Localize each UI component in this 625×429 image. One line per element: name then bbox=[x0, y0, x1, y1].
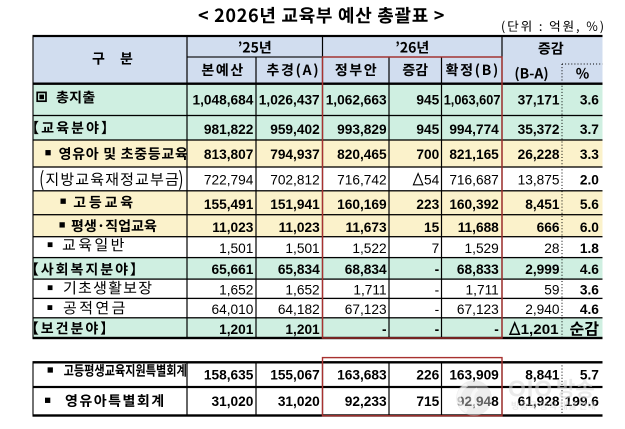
svg-text:226: 226 bbox=[416, 368, 439, 383]
svg-text:-: - bbox=[435, 262, 440, 277]
svg-text:3.3: 3.3 bbox=[580, 147, 599, 162]
svg-text:716,687: 716,687 bbox=[449, 173, 498, 188]
svg-text:821,165: 821,165 bbox=[449, 147, 499, 162]
svg-text:945: 945 bbox=[416, 122, 439, 137]
svg-text:2,999: 2,999 bbox=[525, 262, 560, 277]
svg-text:4.6: 4.6 bbox=[580, 262, 599, 277]
svg-text:155,491: 155,491 bbox=[204, 197, 254, 212]
svg-text:-: - bbox=[494, 322, 499, 337]
svg-text:1,063,607: 1,063,607 bbox=[444, 93, 501, 108]
svg-text:1,711: 1,711 bbox=[466, 282, 499, 297]
svg-text:158,635: 158,635 bbox=[204, 368, 254, 383]
svg-text:11,688: 11,688 bbox=[458, 220, 499, 235]
svg-text:5.6: 5.6 bbox=[580, 197, 599, 212]
svg-text:1.8: 1.8 bbox=[580, 241, 599, 256]
svg-text:199.6: 199.6 bbox=[565, 394, 600, 409]
svg-text:1,501: 1,501 bbox=[285, 241, 319, 256]
svg-text:7: 7 bbox=[432, 241, 440, 256]
svg-text:68,833: 68,833 bbox=[457, 262, 499, 277]
svg-text:3.6: 3.6 bbox=[580, 282, 599, 297]
svg-text:1,201: 1,201 bbox=[285, 322, 320, 337]
svg-text:13,875: 13,875 bbox=[518, 173, 560, 188]
svg-text:59: 59 bbox=[544, 282, 559, 297]
svg-text:160,169: 160,169 bbox=[337, 197, 387, 212]
svg-text:31,020: 31,020 bbox=[278, 394, 320, 409]
svg-text:794,937: 794,937 bbox=[270, 147, 320, 162]
svg-text:813,807: 813,807 bbox=[204, 147, 254, 162]
svg-text:67,123: 67,123 bbox=[345, 302, 387, 317]
svg-text:67,123: 67,123 bbox=[457, 302, 499, 317]
svg-text:4.6: 4.6 bbox=[580, 302, 599, 317]
svg-text:700: 700 bbox=[416, 147, 439, 162]
svg-text:1,048,684: 1,048,684 bbox=[192, 93, 253, 108]
svg-text:163,683: 163,683 bbox=[337, 368, 387, 383]
svg-text:11,673: 11,673 bbox=[345, 220, 386, 235]
svg-text:15: 15 bbox=[424, 220, 440, 235]
svg-text:31,020: 31,020 bbox=[212, 394, 254, 409]
svg-text:1,652: 1,652 bbox=[285, 282, 319, 297]
svg-text:-: - bbox=[435, 282, 440, 297]
svg-text:26,228: 26,228 bbox=[518, 147, 560, 162]
svg-text:28: 28 bbox=[544, 241, 560, 256]
svg-text:65,834: 65,834 bbox=[278, 262, 320, 277]
svg-text:-: - bbox=[435, 302, 440, 317]
svg-text:1,026,437: 1,026,437 bbox=[259, 93, 320, 108]
svg-text:11,023: 11,023 bbox=[279, 220, 320, 235]
svg-text:1,652: 1,652 bbox=[219, 282, 253, 297]
svg-text:1,711: 1,711 bbox=[353, 282, 386, 297]
svg-text:223: 223 bbox=[416, 197, 439, 212]
svg-text:37,171: 37,171 bbox=[518, 93, 560, 108]
svg-text:3.7: 3.7 bbox=[580, 122, 599, 137]
svg-text:2.0: 2.0 bbox=[580, 173, 599, 188]
svg-text:65,661: 65,661 bbox=[212, 262, 254, 277]
svg-text:-: - bbox=[382, 322, 387, 337]
svg-text:1,201: 1,201 bbox=[219, 322, 254, 337]
svg-text:722,794: 722,794 bbox=[204, 173, 254, 188]
svg-text:945: 945 bbox=[416, 93, 439, 108]
svg-text:993,829: 993,829 bbox=[337, 122, 387, 137]
svg-text:716,742: 716,742 bbox=[337, 173, 386, 188]
svg-text:160,392: 160,392 bbox=[449, 197, 499, 212]
svg-text:715: 715 bbox=[416, 394, 439, 409]
svg-text:64,182: 64,182 bbox=[278, 302, 320, 317]
svg-text:92,233: 92,233 bbox=[345, 394, 387, 409]
svg-text:1,201: 1,201 bbox=[521, 322, 559, 337]
svg-text:6.0: 6.0 bbox=[580, 220, 599, 235]
svg-text:959,402: 959,402 bbox=[270, 122, 320, 137]
svg-text:820,465: 820,465 bbox=[337, 147, 387, 162]
svg-text:151,941: 151,941 bbox=[270, 197, 320, 212]
svg-text:2,940: 2,940 bbox=[525, 302, 560, 317]
svg-text:1,501: 1,501 bbox=[219, 241, 253, 256]
svg-text:1,529: 1,529 bbox=[465, 241, 499, 256]
svg-text:5.7: 5.7 bbox=[580, 368, 599, 383]
svg-text:1,062,663: 1,062,663 bbox=[326, 93, 387, 108]
svg-text:68,834: 68,834 bbox=[345, 262, 387, 277]
svg-text:8,841: 8,841 bbox=[525, 368, 560, 383]
svg-text:155,067: 155,067 bbox=[270, 368, 320, 383]
svg-text:92,948: 92,948 bbox=[457, 394, 499, 409]
svg-text:1,522: 1,522 bbox=[352, 241, 386, 256]
svg-text:666: 666 bbox=[537, 220, 560, 235]
svg-text:3.6: 3.6 bbox=[580, 93, 599, 108]
svg-text:981,822: 981,822 bbox=[204, 122, 254, 137]
svg-text:35,372: 35,372 bbox=[518, 122, 560, 137]
svg-text:OIO: OIO bbox=[508, 376, 553, 402]
svg-text:54: 54 bbox=[424, 173, 440, 188]
svg-text:64,010: 64,010 bbox=[212, 302, 254, 317]
svg-text:994,774: 994,774 bbox=[449, 122, 499, 137]
svg-text:702,812: 702,812 bbox=[270, 173, 319, 188]
svg-text:-: - bbox=[435, 322, 440, 337]
svg-text:163,909: 163,909 bbox=[449, 368, 499, 383]
svg-text:8,451: 8,451 bbox=[525, 197, 560, 212]
svg-text:11,023: 11,023 bbox=[212, 220, 253, 235]
